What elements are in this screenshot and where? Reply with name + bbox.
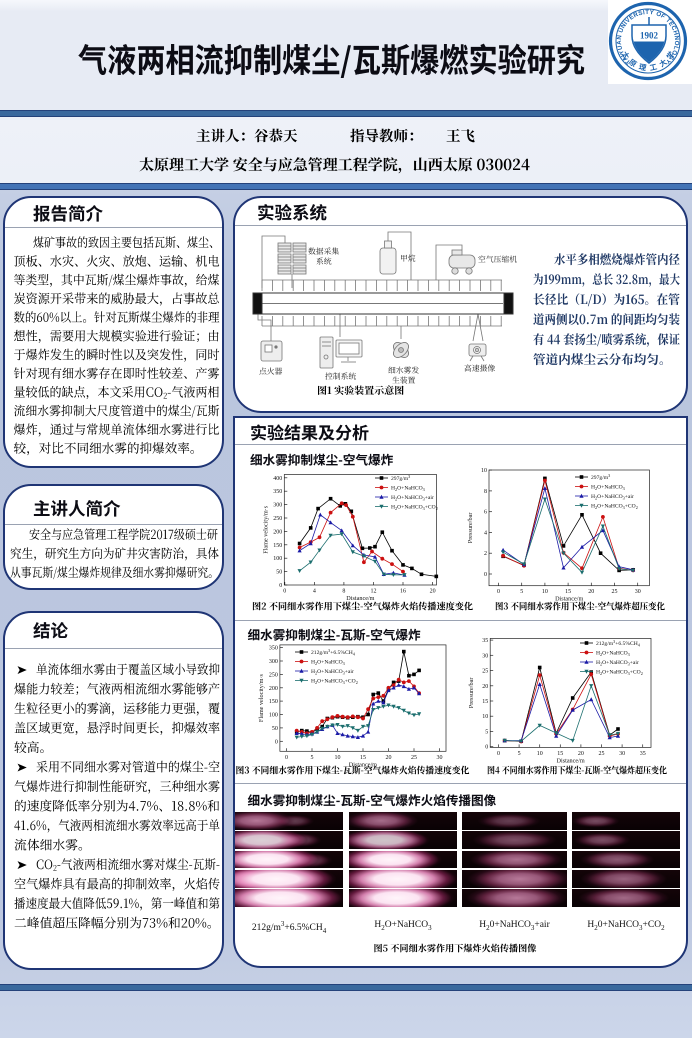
svg-text:20: 20 <box>482 684 488 690</box>
svg-text:0: 0 <box>485 745 488 751</box>
svg-text:50: 50 <box>272 726 278 732</box>
svg-text:10: 10 <box>335 755 341 761</box>
svg-text:297g/m3​: 297g/m3​ <box>591 473 610 481</box>
svg-text:25: 25 <box>482 669 488 675</box>
svg-text:350: 350 <box>269 646 278 652</box>
svg-text:300: 300 <box>273 503 282 509</box>
svg-text:10: 10 <box>482 714 488 720</box>
svg-text:300: 300 <box>269 659 278 665</box>
svg-text:15: 15 <box>557 751 563 757</box>
svg-text:Pressure/bar: Pressure/bar <box>468 678 475 709</box>
svg-text:8: 8 <box>342 589 345 595</box>
svg-text:200: 200 <box>273 529 282 535</box>
svg-text:297g/m3​: 297g/m3​ <box>391 474 410 482</box>
svg-text:20: 20 <box>578 751 584 757</box>
svg-text:30: 30 <box>437 755 443 761</box>
svg-text:150: 150 <box>273 543 282 549</box>
svg-text:H2​O+NaHCO3​: H2​O+NaHCO3​ <box>591 485 625 491</box>
svg-text:212g/m3​+6.5%CH4​: 212g/m3​+6.5%CH4​ <box>311 648 356 656</box>
svg-text:5: 5 <box>311 755 314 761</box>
svg-text:H2​O+NaHCO3​: H2​O+NaHCO3​ <box>311 660 345 666</box>
svg-text:Distance/m: Distance/m <box>346 595 374 602</box>
svg-text:100: 100 <box>273 556 282 562</box>
svg-text:50: 50 <box>276 570 282 576</box>
svg-text:1902: 1902 <box>640 31 659 41</box>
svg-text:Flame velocity/m·s: Flame velocity/m·s <box>262 505 269 554</box>
svg-text:400: 400 <box>273 476 282 482</box>
svg-text:10: 10 <box>542 589 548 595</box>
svg-text:20: 20 <box>588 589 594 595</box>
svg-text:212g/m3​+6.5%CH4​: 212g/m3​+6.5%CH4​ <box>596 639 641 647</box>
svg-text:25: 25 <box>612 589 618 595</box>
svg-text:30: 30 <box>482 653 488 659</box>
svg-text:30: 30 <box>635 589 641 595</box>
svg-text:H2​O+NaHCO3​+CO2​: H2​O+NaHCO3​+CO2​ <box>596 670 643 676</box>
svg-text:250: 250 <box>273 516 282 522</box>
svg-text:350: 350 <box>273 489 282 495</box>
svg-text:0: 0 <box>275 739 278 745</box>
svg-text:Distance/m: Distance/m <box>557 757 585 764</box>
svg-text:0: 0 <box>279 583 282 589</box>
svg-text:H2​O+NaHCO3​+CO2​: H2​O+NaHCO3​+CO2​ <box>311 679 358 685</box>
svg-text:2: 2 <box>484 551 487 557</box>
svg-text:0: 0 <box>497 751 500 757</box>
svg-text:4: 4 <box>313 589 316 595</box>
svg-text:20: 20 <box>386 755 392 761</box>
svg-text:250: 250 <box>269 672 278 678</box>
svg-text:H2​O+NaHCO3​+air: H2​O+NaHCO3​+air <box>311 669 354 675</box>
svg-text:12: 12 <box>371 589 377 595</box>
svg-text:16: 16 <box>400 589 406 595</box>
svg-text:Distance/m: Distance/m <box>555 596 583 603</box>
svg-text:5: 5 <box>485 730 488 736</box>
svg-text:4: 4 <box>484 530 487 536</box>
svg-text:8: 8 <box>484 489 487 495</box>
svg-text:6: 6 <box>484 510 487 516</box>
svg-text:5: 5 <box>518 751 521 757</box>
svg-text:H2​O+NaHCO3​: H2​O+NaHCO3​ <box>596 651 630 657</box>
svg-text:Distance/m: Distance/m <box>349 761 377 768</box>
svg-text:H2​O+NaHCO3​+air: H2​O+NaHCO3​+air <box>596 660 639 666</box>
svg-text:35: 35 <box>482 638 488 644</box>
svg-text:30: 30 <box>619 751 625 757</box>
svg-text:H2​O+NaHCO3​: H2​O+NaHCO3​ <box>391 486 425 492</box>
svg-text:0: 0 <box>497 589 500 595</box>
svg-text:25: 25 <box>599 751 605 757</box>
svg-text:H2​O+NaHCO3​+CO2​: H2​O+NaHCO3​+CO2​ <box>591 504 638 510</box>
svg-text:Pressure/bar: Pressure/bar <box>467 513 474 544</box>
svg-text:H2​O+NaHCO3​+CO2​: H2​O+NaHCO3​+CO2​ <box>391 505 438 511</box>
svg-text:0: 0 <box>285 755 288 761</box>
svg-text:100: 100 <box>269 713 278 719</box>
svg-text:15: 15 <box>565 589 571 595</box>
svg-text:20: 20 <box>430 589 436 595</box>
svg-text:35: 35 <box>640 751 646 757</box>
svg-text:H2​O+NaHCO3​+air: H2​O+NaHCO3​+air <box>591 494 634 500</box>
svg-text:0: 0 <box>283 589 286 595</box>
svg-text:5: 5 <box>520 589 523 595</box>
svg-text:200: 200 <box>269 686 278 692</box>
svg-text:150: 150 <box>269 699 278 705</box>
svg-text:10: 10 <box>537 751 543 757</box>
svg-text:H2​O+NaHCO3​+air: H2​O+NaHCO3​+air <box>391 495 434 501</box>
svg-text:0: 0 <box>484 572 487 578</box>
svg-text:15: 15 <box>360 755 366 761</box>
svg-text:15: 15 <box>482 699 488 705</box>
svg-text:25: 25 <box>411 755 417 761</box>
svg-text:10: 10 <box>481 468 487 474</box>
svg-text:Flame velocity/m·s: Flame velocity/m·s <box>258 674 265 723</box>
